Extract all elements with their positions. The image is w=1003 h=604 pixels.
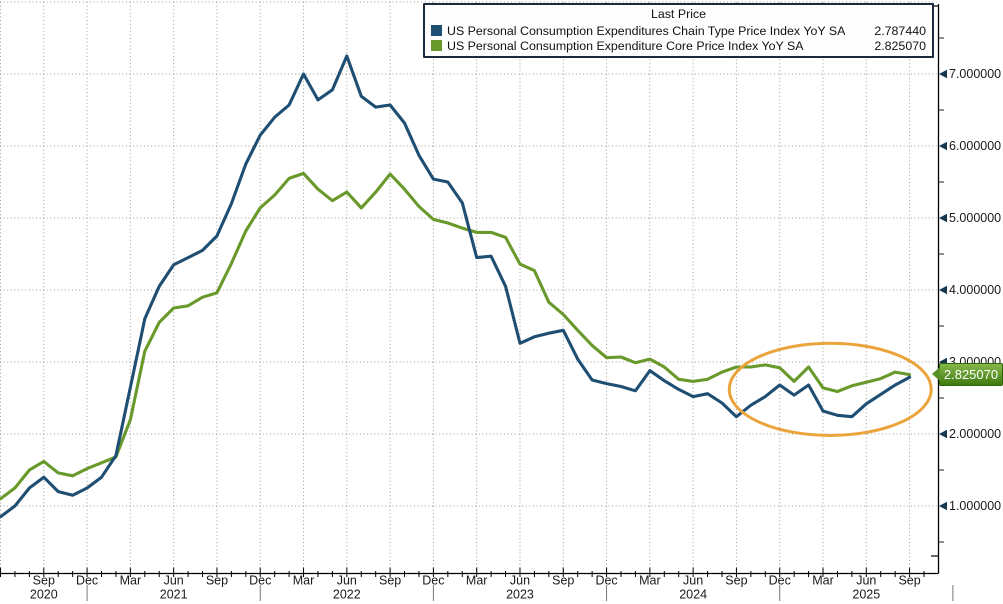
series-line-core-pce — [0, 171, 912, 501]
legend-label-headline: US Personal Consumption Expenditures Cha… — [447, 23, 846, 38]
x-year-label: 2023 — [506, 588, 534, 602]
legend-value-headline: 2.787440 — [874, 23, 926, 38]
y-tick-label: 1.000000 — [949, 499, 1001, 513]
y-tick-label: 6.000000 — [949, 139, 1001, 153]
x-year-label: 2025 — [852, 588, 880, 602]
x-tick-label: Dec — [76, 574, 98, 588]
legend-row-headline-pce[interactable]: US Personal Consumption Expenditures Cha… — [431, 23, 926, 38]
x-tick-label: Mar — [120, 574, 142, 588]
headline-series-swatch-icon — [431, 25, 442, 36]
x-tick-label: Dec — [769, 574, 791, 588]
y-tick-label: 2.000000 — [949, 427, 1001, 441]
core-series-swatch-icon — [431, 40, 442, 51]
x-tick-label: Mar — [812, 574, 834, 588]
x-tick-label: Sep — [379, 574, 401, 588]
y-tick-label: 7.000000 — [949, 67, 1001, 81]
series-line-headline-pce — [0, 54, 912, 519]
x-tick-label: Mar — [293, 574, 315, 588]
x-tick-label: Sep — [898, 574, 920, 588]
x-tick-label: Sep — [33, 574, 55, 588]
gridlines — [0, 1, 937, 574]
x-axis: Sep Dec Mar Jun Sep Dec Mar Jun Sep Dec Mar Jun Sep D… — [0, 567, 954, 602]
x-year-label: 2024 — [679, 588, 707, 602]
x-tick-label: Jun — [683, 574, 703, 588]
x-tick-label: Sep — [552, 574, 574, 588]
x-tick-label: Dec — [249, 574, 271, 588]
y-tick-label: 5.000000 — [949, 211, 1001, 225]
x-year-label: 2022 — [333, 588, 361, 602]
legend-row-core-pce[interactable]: US Personal Consumption Expenditure Core… — [431, 38, 926, 53]
x-tick-label: Jun — [856, 574, 876, 588]
x-year-label: 2020 — [30, 588, 58, 602]
legend-label-core: US Personal Consumption Expenditure Core… — [447, 38, 804, 53]
x-tick-label: Sep — [725, 574, 747, 588]
x-tick-label: Sep — [206, 574, 228, 588]
y-axis: 1.0000002.0000003.0000004.0000005.000000… — [931, 4, 1001, 574]
x-tick-label: Mar — [639, 574, 661, 588]
x-tick-label: Mar — [466, 574, 488, 588]
legend-value-core: 2.825070 — [874, 38, 926, 53]
legend: Last Price US Personal Consumption Expen… — [423, 3, 934, 58]
x-tick-label: Dec — [595, 574, 617, 588]
x-tick-label: Jun — [337, 574, 357, 588]
x-tick-label: Dec — [422, 574, 444, 588]
x-tick-label: Jun — [164, 574, 184, 588]
last-price-axis-tag: 2.825070 — [932, 363, 1003, 386]
x-tick-label: Jun — [510, 574, 530, 588]
legend-title: Last Price — [650, 7, 707, 21]
y-tick-label: 4.000000 — [949, 283, 1001, 297]
highlight-ellipse-annotation — [727, 341, 933, 437]
x-year-label: 2021 — [160, 588, 188, 602]
